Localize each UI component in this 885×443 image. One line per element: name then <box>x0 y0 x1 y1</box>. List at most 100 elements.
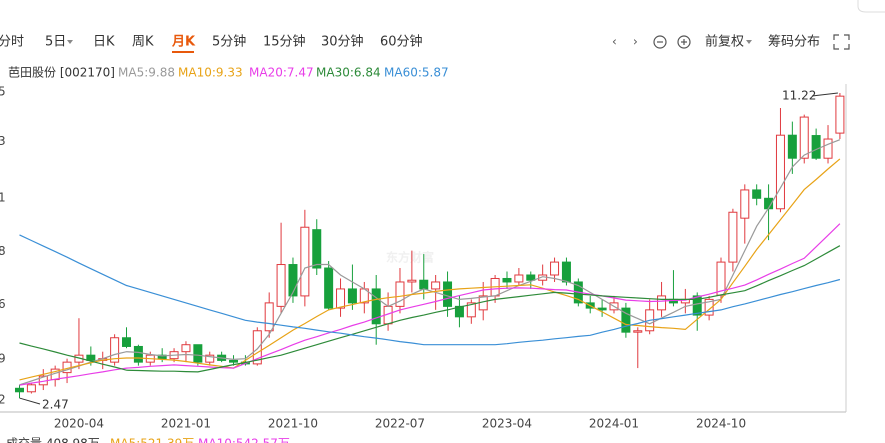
volume-legend-entry: MA5:521.39万 <box>110 437 194 443</box>
candle-body <box>502 277 512 283</box>
candle-body <box>288 264 298 297</box>
tool-button[interactable]: 前复权 <box>705 34 744 50</box>
x-tick-label: 2022-07 <box>375 417 425 431</box>
zoom-in-button[interactable] <box>677 35 691 49</box>
tab[interactable]: 15分钟 <box>263 34 306 50</box>
candle-body <box>407 279 417 283</box>
x-tick-label: 2020-04 <box>54 417 104 431</box>
candle-body <box>704 298 714 316</box>
annotation: 2.47 <box>42 398 69 412</box>
legend: 芭田股份 [002170] MA5:9.88 MA10:9.33 MA20:7.47 M… <box>8 66 449 80</box>
top-panel-edge <box>857 0 885 13</box>
tab[interactable]: 30分钟 <box>321 34 364 50</box>
candle-body <box>229 359 239 363</box>
tab[interactable]: 日K <box>93 35 115 50</box>
legend-entry: MA60:5.87 <box>384 66 449 80</box>
tab[interactable]: 5分钟 <box>212 34 246 50</box>
candle-body <box>419 279 429 290</box>
candle-body <box>26 384 36 393</box>
candle-body <box>657 295 667 311</box>
candle-body <box>86 354 96 361</box>
y-tick-label: 8 <box>0 244 6 258</box>
ma-line <box>19 234 841 346</box>
tab[interactable]: 5日 <box>45 35 66 50</box>
watermark: 东方财富 <box>386 250 434 265</box>
y-tick-label: 1 <box>0 190 6 204</box>
candle-body <box>133 345 143 363</box>
candle-body <box>514 274 524 283</box>
candle-body <box>122 337 132 347</box>
candle-body <box>276 264 286 307</box>
zoom-out-button[interactable] <box>653 35 667 49</box>
fullscreen-button[interactable] <box>833 34 850 50</box>
y-tick-label: 9 <box>0 352 6 366</box>
ma-line <box>19 223 841 386</box>
volume-legend: 成交量 408.98万 MA5:521.39万 MA10:542.57万 <box>6 436 290 443</box>
candle-body <box>526 274 536 281</box>
toolbar: 分时 5日 日K 周K 月K 5分钟 15分钟 30分钟 60分钟 前复权 筹码分布 <box>0 34 820 53</box>
tab[interactable]: 月K <box>171 35 196 50</box>
candle-body <box>181 344 191 353</box>
candle-body <box>692 295 702 316</box>
candle-body <box>252 330 262 365</box>
candle-body <box>324 267 334 309</box>
y-tick-label: 3 <box>0 134 6 148</box>
candle-body <box>787 134 797 159</box>
candle-body <box>395 281 405 307</box>
candle-body <box>347 288 357 304</box>
tab[interactable]: 周K <box>132 35 154 50</box>
candle-body <box>466 302 476 318</box>
candle-body <box>264 302 274 332</box>
annotation-arrow <box>19 397 41 405</box>
candle-body <box>15 387 24 393</box>
x-tick-label: 2021-01 <box>161 417 211 431</box>
candle-body <box>110 337 120 363</box>
legend-entry: MA20:7.47 <box>249 66 314 80</box>
y-tick-label: 5 <box>0 84 6 98</box>
candle-body <box>633 330 643 333</box>
candle-body <box>799 116 809 159</box>
active-tab-underline <box>172 51 194 53</box>
candle-body <box>371 288 381 325</box>
x-tick-label: 2023-04 <box>482 417 532 431</box>
candle-body <box>835 95 845 134</box>
candle-body <box>336 288 346 309</box>
candle-body <box>300 226 310 297</box>
x-tick-label: 2024-10 <box>696 417 746 431</box>
axes: 5 3 1 8 6 9 2 2020-04 2021-01 2021-10 2022-07 2023-… <box>0 84 838 431</box>
candle-body <box>205 354 215 363</box>
candle-body <box>431 281 441 290</box>
prev-button[interactable]: ‹ <box>612 35 617 49</box>
candle-body <box>550 261 560 276</box>
legend-entry: MA5:9.88 <box>118 66 175 80</box>
x-tick-label: 2024-01 <box>589 417 639 431</box>
x-tick-label: 2021-10 <box>268 417 318 431</box>
candle-body <box>443 281 453 307</box>
candle-body <box>823 138 833 159</box>
ma-line <box>19 245 841 373</box>
next-button[interactable]: › <box>633 35 638 49</box>
candle-body <box>561 261 571 283</box>
tab[interactable]: 60分钟 <box>380 34 423 50</box>
volume-legend-entry: 成交量 408.98万 <box>6 436 100 443</box>
y-tick-label: 2 <box>0 392 6 406</box>
candle-body <box>728 211 738 263</box>
candle-body <box>597 307 607 311</box>
candle-body <box>157 354 167 360</box>
plot-area <box>15 93 845 399</box>
dropdown-icon <box>746 40 752 44</box>
candle-body <box>775 134 785 210</box>
tool-button[interactable]: 筹码分布 <box>768 34 820 50</box>
y-tick-label: 6 <box>0 297 6 311</box>
dropdown-icon <box>67 40 73 44</box>
candle-body <box>312 229 322 269</box>
ma-line <box>19 158 841 381</box>
candle-body <box>740 189 750 219</box>
candle-body <box>193 344 203 363</box>
stock-name: 芭田股份 [002170] <box>8 66 115 80</box>
candle-body <box>454 305 464 318</box>
tab[interactable]: 分时 <box>0 35 24 50</box>
candle-body <box>752 189 762 199</box>
